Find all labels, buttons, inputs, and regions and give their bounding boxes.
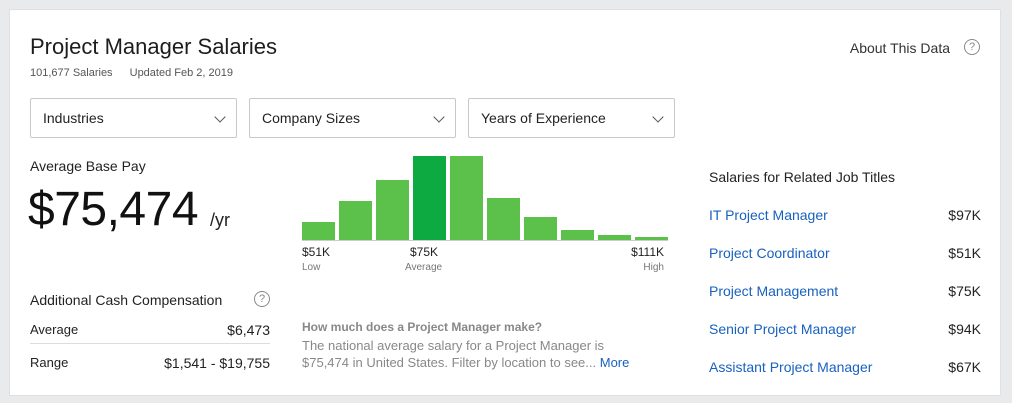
histogram-high-value: $111K: [631, 245, 664, 259]
faq-answer: The national average salary for a Projec…: [302, 337, 652, 371]
histogram-average-value: $75K: [410, 245, 439, 259]
related-item-amount: $67K: [948, 359, 981, 375]
industries-dropdown[interactable]: Industries: [30, 98, 237, 138]
cash-average-label: Average: [30, 322, 79, 337]
related-item-amount: $75K: [948, 283, 981, 299]
cash-average-value: $6,473: [227, 322, 270, 338]
faq-answer-text: The national average salary for a Projec…: [302, 338, 605, 370]
salary-count: 101,677 Salaries: [30, 67, 113, 79]
dropdown-label: Company Sizes: [262, 110, 361, 126]
histogram-bar: [561, 230, 594, 240]
related-item: Senior Project Manager $94K: [709, 321, 981, 337]
related-item: Project Management $75K: [709, 283, 981, 299]
histogram-baseline: [302, 240, 668, 241]
histogram-bar: [302, 222, 335, 240]
page-title: Project Manager Salaries: [30, 34, 278, 59]
cash-average-row: Average $6,473: [30, 322, 270, 338]
cash-range-row: Range $1,541 - $19,755: [30, 355, 270, 371]
chevron-down-icon: [652, 111, 664, 123]
average-base-pay-value: $75,474: [28, 183, 199, 236]
related-item: IT Project Manager $97K: [709, 207, 981, 223]
related-item-amount: $97K: [948, 207, 981, 223]
updated-date: Updated Feb 2, 2019: [129, 67, 233, 79]
related-item: Assistant Project Manager $67K: [709, 359, 981, 375]
related-item-amount: $94K: [948, 321, 981, 337]
salary-card: Project Manager Salaries 101,677 Salarie…: [9, 9, 1001, 396]
faq-question: How much does a Project Manager make?: [302, 320, 543, 334]
histogram-low-value: $51K: [302, 245, 331, 259]
chevron-down-icon: [214, 111, 226, 123]
additional-cash-title: Additional Cash Compensation: [30, 292, 223, 308]
related-item-amount: $51K: [948, 245, 981, 261]
histogram-bar: [376, 180, 409, 240]
divider: [30, 343, 270, 344]
related-item: Project Coordinator $51K: [709, 245, 981, 261]
cash-range-label: Range: [30, 355, 69, 370]
histogram-bar: [635, 237, 668, 240]
help-icon[interactable]: ?: [254, 291, 270, 307]
histogram-bar: [598, 235, 631, 240]
help-icon[interactable]: ?: [964, 39, 980, 55]
related-item-link[interactable]: Project Coordinator: [709, 245, 830, 261]
salary-histogram: [302, 156, 668, 240]
more-link[interactable]: More: [599, 355, 630, 370]
histogram-average-label: Average: [405, 262, 443, 273]
related-item-link[interactable]: Project Management: [709, 283, 839, 299]
years-experience-dropdown[interactable]: Years of Experience: [468, 98, 675, 138]
dropdown-label: Industries: [43, 110, 104, 126]
company-sizes-dropdown[interactable]: Company Sizes: [249, 98, 456, 138]
histogram-high-label: High: [643, 262, 664, 273]
histogram-bar: [524, 217, 557, 240]
related-item-link[interactable]: Senior Project Manager: [709, 321, 857, 337]
related-item-link[interactable]: Assistant Project Manager: [709, 359, 873, 375]
about-data-link[interactable]: About This Data: [849, 40, 950, 56]
average-base-pay-label: Average Base Pay: [30, 158, 146, 174]
cash-range-value: $1,541 - $19,755: [164, 355, 270, 371]
dropdown-label: Years of Experience: [481, 110, 606, 126]
pay-unit: /yr: [210, 210, 230, 230]
histogram-bar: [450, 156, 483, 240]
related-item-link[interactable]: IT Project Manager: [709, 207, 828, 223]
histogram-low-label: Low: [302, 262, 321, 273]
salary-meta: 101,677 Salaries Updated Feb 2, 2019: [30, 67, 233, 79]
histogram-bar: [339, 201, 372, 240]
chevron-down-icon: [433, 111, 445, 123]
histogram-bar: [487, 198, 520, 240]
histogram-bar: [413, 156, 446, 240]
related-titles-heading: Salaries for Related Job Titles: [709, 169, 895, 185]
